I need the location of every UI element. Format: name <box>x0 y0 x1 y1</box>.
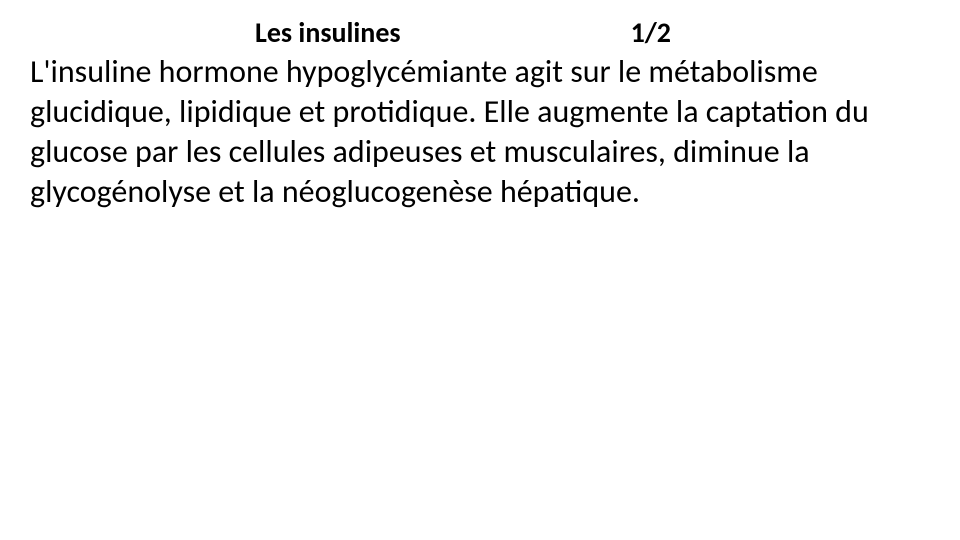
body-paragraph: L'insuline hormone hypoglycémiante agit … <box>30 52 930 212</box>
page-number: 1/2 <box>631 15 671 50</box>
slide-container: Les insulines 1/2 L'insuline hormone hyp… <box>0 0 960 540</box>
slide-header: Les insulines 1/2 <box>30 15 930 50</box>
slide-title: Les insulines <box>255 15 401 50</box>
